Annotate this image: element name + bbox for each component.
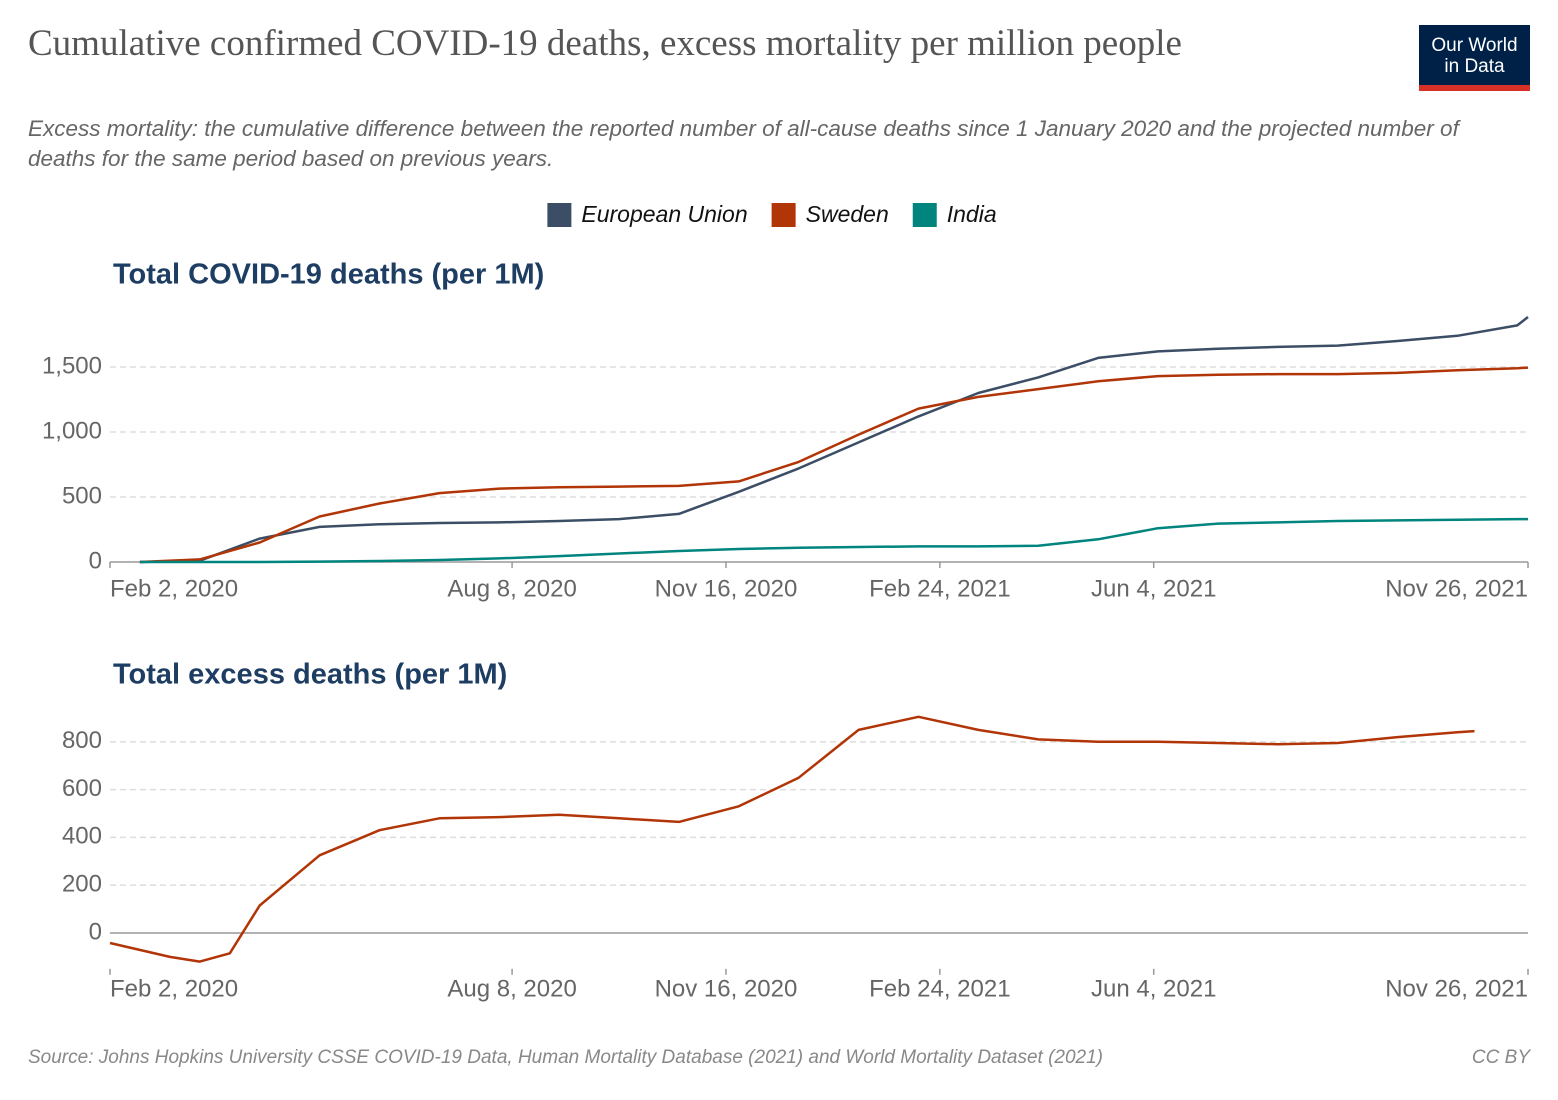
y-tick-label: 1,000 [42, 417, 102, 444]
logo-text: Our World [1431, 35, 1518, 56]
legend-item[interactable]: Sweden [771, 201, 889, 227]
y-tick-label: 800 [62, 727, 102, 754]
x-tick-label: Feb 2, 2020 [110, 575, 238, 602]
y-tick-label: 1,500 [42, 352, 102, 379]
legend-label: India [947, 201, 997, 227]
logo[interactable]: Our World in Data [1419, 25, 1530, 91]
legend-item[interactable]: European Union [547, 201, 748, 227]
x-tick-label: Aug 8, 2020 [447, 575, 576, 602]
title: Cumulative confirmed COVID-19 deaths, ex… [28, 23, 1182, 64]
data-line [139, 366, 1529, 564]
legend-item[interactable]: India [912, 201, 997, 227]
x-tick-label: Jun 4, 2021 [1091, 575, 1216, 602]
legend-label: European Union [581, 201, 747, 227]
x-tick-label: Nov 26, 2021 [1385, 575, 1528, 602]
legend-label: Sweden [806, 201, 889, 227]
x-tick-label: Aug 8, 2020 [447, 975, 576, 1002]
y-tick-label: 600 [62, 775, 102, 802]
legend: European Union Sweden India [547, 201, 997, 227]
data-line [109, 715, 1475, 963]
chart-title: Total excess deaths (per 1M) [113, 659, 507, 691]
x-tick-label: Nov 16, 2020 [655, 575, 798, 602]
y-tick-label: 0 [89, 918, 102, 945]
source: Source: Johns Hopkins University CSSE CO… [28, 1047, 1103, 1068]
logo-text: in Data [1444, 56, 1505, 77]
x-tick-label: Nov 16, 2020 [655, 975, 798, 1002]
x-tick-label: Feb 24, 2021 [869, 975, 1010, 1002]
x-tick-label: Nov 26, 2021 [1385, 975, 1528, 1002]
data-line [139, 517, 1528, 564]
legend-swatch [547, 203, 572, 227]
x-tick-label: Feb 24, 2021 [869, 575, 1010, 602]
y-tick-label: 0 [89, 547, 102, 574]
y-tick-label: 400 [62, 823, 102, 850]
y-tick-label: 200 [62, 871, 102, 898]
license[interactable]: CC BY [1471, 1047, 1530, 1068]
charts: European Union Sweden India Total COVID-19 … [42, 201, 1529, 1002]
subtitle: Excess mortality: the cumulative differe… [28, 116, 1459, 171]
legend-swatch [912, 203, 937, 227]
legend-swatch [771, 203, 796, 227]
data-line [139, 316, 1529, 564]
y-tick-label: 500 [62, 482, 102, 509]
x-tick-label: Jun 4, 2021 [1091, 975, 1216, 1002]
x-tick-label: Feb 2, 2020 [110, 975, 238, 1002]
chart-title: Total COVID-19 deaths (per 1M) [113, 259, 544, 291]
